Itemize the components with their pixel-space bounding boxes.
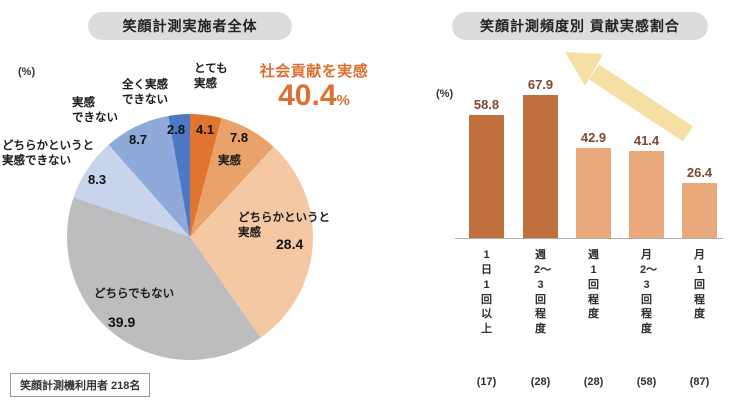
pie-value-mattaku: 2.8 [167, 122, 186, 137]
bar-value-label: 26.4 [686, 164, 713, 180]
pie-chart [67, 114, 313, 360]
pie-label-jikkan-dekinai: 実感 できない [72, 97, 118, 124]
bar-count-label: (28) [530, 376, 551, 388]
bar [523, 95, 558, 238]
bar-category-label: 月1回程度 [694, 249, 705, 321]
pie-label-mattaku-jikkan-dekinai: 全く実感 できない [122, 79, 168, 106]
bar-count-label: (28) [583, 376, 604, 388]
pie-label-dochiraka-jikkan-dekinai: どちらかというと 実感できない [2, 140, 94, 167]
pie-chart-title-pill: 笑顔計測実施者全体 [88, 12, 292, 40]
highlight-value: 40.4 [278, 79, 337, 112]
pie-unit-label: (%) [18, 66, 36, 78]
pie-label-totemo-jikkan: とても 実感 [194, 63, 228, 90]
pie-value-dochiraka-dekinai: 8.3 [88, 172, 107, 187]
pie-value-jikkan: 7.8 [230, 130, 249, 145]
bar-category-label: 週2〜3回程度 [534, 249, 552, 336]
bar-count-label: (17) [476, 376, 497, 388]
bar-unit-label: (%) [436, 88, 454, 100]
pie-value-totemo: 4.1 [196, 122, 215, 137]
pie-label-dochiraka-jikkan: どちらかというと 実感 [238, 212, 330, 239]
pie-value-dochiraka-jikkan: 28.4 [276, 236, 304, 252]
bar [469, 114, 504, 238]
pie-value-jikkan-dekinai: 8.7 [129, 132, 148, 147]
bar-count-label: (58) [636, 376, 657, 388]
highlight-label: 社会貢献を実感 [259, 63, 369, 80]
sample-size-footnote: 笑顔計測機利用者 218名 [10, 373, 151, 397]
bar [682, 182, 717, 238]
bar [576, 147, 611, 238]
bar-count-label: (87) [689, 376, 710, 388]
pie-label-dochira-demonai: どちらでもない [94, 288, 175, 300]
trend-arrow-icon [565, 52, 693, 142]
pie-value-dochira-demonai: 39.9 [108, 314, 136, 330]
pie-chart-title: 笑顔計測実施者全体 [122, 18, 258, 34]
bar-category-label: 月2〜3回程度 [640, 249, 658, 336]
highlight-annotation: 社会貢献を実感 40.4% [252, 60, 376, 111]
bar-value-label: 41.4 [633, 133, 660, 149]
bar-category-label: 1日1回以上 [481, 249, 492, 336]
bar-chart-title: 笑顔計測頻度別 貢献実感割合 [480, 18, 680, 34]
highlight-unit: % [336, 92, 350, 109]
bar-chart-axis [455, 238, 723, 239]
bar-value-label: 67.9 [527, 77, 554, 93]
pie-label-jikkan: 実感 [218, 155, 241, 167]
bar [629, 151, 664, 238]
bar-category-label: 週1回程度 [588, 249, 599, 321]
bar-value-label: 58.8 [473, 96, 500, 112]
bar-value-label: 42.9 [580, 129, 607, 145]
bar-chart-title-pill: 笑顔計測頻度別 貢献実感割合 [452, 12, 708, 40]
